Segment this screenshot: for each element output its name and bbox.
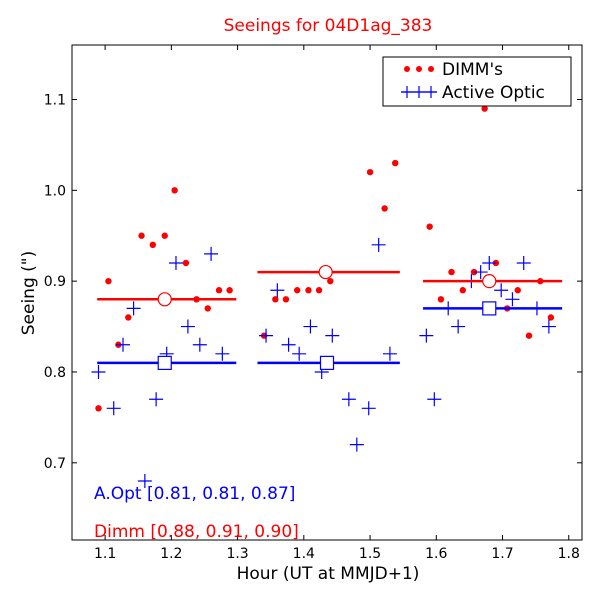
dimm-mean-marker [482, 274, 497, 289]
active-optic-point [168, 255, 183, 270]
dimm-mean-marker [318, 264, 333, 280]
active-optic-point [204, 246, 219, 261]
y-axis-ticks: 0.7 0.8 0.9 1.0 1.1 [44, 92, 582, 472]
dimm-point [315, 287, 323, 294]
active-optic-point [137, 473, 152, 488]
active-optic-point [325, 328, 340, 343]
x-tick-label: 1.4 [293, 546, 315, 562]
active-optic-point [192, 337, 207, 352]
active-optic-point [341, 392, 356, 407]
active-optic-point [451, 319, 466, 334]
dimm-point [282, 296, 290, 303]
dimm-mean-marker [157, 292, 172, 307]
x-tick-label: 1.6 [425, 546, 447, 562]
dimm-point [481, 105, 488, 112]
dimm-point [547, 314, 555, 321]
active-optic-point [505, 292, 520, 307]
dimm-point [161, 232, 168, 239]
active-optic-point [349, 437, 364, 452]
dimm-point [448, 268, 455, 276]
active-optic-point [180, 319, 195, 334]
dimm-point [95, 405, 102, 412]
active-optic-point [473, 265, 488, 280]
dimm-point [293, 287, 301, 294]
y-tick-label: 1.1 [44, 92, 66, 108]
active-optic-point [419, 328, 434, 343]
y-tick-label: 0.9 [44, 274, 66, 290]
active-optic-point [292, 346, 307, 361]
active-optic-point [427, 392, 442, 407]
active-optic-point [516, 255, 531, 270]
active-optic-point [541, 319, 556, 334]
active-optic-point [126, 301, 141, 316]
legend-dimm-marker [404, 66, 410, 72]
aopt-mean-marker [157, 355, 172, 370]
dimm-point [204, 305, 211, 312]
dimm-point [381, 205, 388, 212]
x-tick-label: 1.2 [160, 546, 182, 562]
legend-label-dimm: DIMM's [442, 60, 503, 80]
dimm-point [182, 259, 190, 267]
active-optic-point [382, 346, 397, 361]
legend: DIMM's Active Optic [382, 56, 572, 107]
y-axis-label: Seeing (") [19, 251, 39, 336]
dimm-point [272, 296, 279, 303]
dimm-point [426, 223, 433, 230]
active-optic-point [482, 255, 497, 270]
active-optic-point [494, 283, 509, 298]
dimm-point [392, 159, 399, 167]
chart-title: Seeings for 04D1ag_383 [224, 16, 433, 36]
dimm-point [215, 287, 223, 294]
dimm-annotation: Dimm [0.88, 0.91, 0.90] [94, 522, 299, 542]
active-optic-point [106, 401, 121, 416]
plot-marks [91, 105, 563, 488]
legend-aopt-markers [401, 86, 437, 98]
dimm-point [125, 314, 132, 321]
dimm-point [305, 287, 312, 294]
dimm-point [437, 296, 445, 303]
dimm-point [171, 187, 178, 194]
active-optic-point [270, 283, 285, 298]
dimm-point [366, 168, 374, 176]
dimm-point [525, 332, 533, 339]
plot-frame [71, 44, 583, 541]
dimm-point [138, 232, 145, 239]
aopt-mean-marker [319, 355, 335, 370]
x-tick-label: 1.8 [558, 546, 580, 562]
dimm-point [514, 287, 521, 294]
aopt-annotation: A.Opt [0.81, 0.81, 0.87] [94, 484, 295, 504]
active-optic-point [91, 364, 106, 379]
dimm-point [327, 277, 334, 285]
active-optic-point [215, 346, 230, 361]
dimm-point [149, 241, 157, 249]
legend-dimm-markers [404, 66, 434, 72]
y-tick-label: 0.8 [44, 365, 66, 381]
x-tick-label: 1.7 [491, 546, 513, 562]
aopt-mean-marker [482, 301, 497, 316]
active-optic-point [361, 401, 376, 416]
x-tick-label: 1.5 [359, 546, 381, 562]
active-optic-point [149, 392, 164, 407]
active-optic-point [371, 237, 386, 252]
x-axis-label: Hour (UT at MMJD+1) [237, 564, 420, 584]
dimm-point [459, 287, 466, 294]
x-axis-ticks: 1.1 1.2 1.3 1.4 1.5 1.6 1.7 1.8 [94, 45, 580, 562]
legend-box [382, 56, 572, 107]
x-tick-label: 1.1 [94, 546, 116, 562]
y-tick-label: 0.7 [44, 456, 66, 472]
active-optic-point [281, 337, 296, 352]
x-tick-label: 1.3 [226, 546, 248, 562]
y-tick-label: 1.0 [44, 183, 66, 199]
active-optic-point [116, 337, 130, 352]
active-optic-point [259, 328, 274, 343]
legend-dimm-marker [428, 66, 434, 72]
legend-dimm-marker [416, 66, 422, 72]
dimm-point [226, 287, 233, 294]
active-optic-point [303, 319, 318, 334]
legend-label-active-optic: Active Optic [442, 83, 545, 103]
dimm-point [105, 277, 112, 285]
